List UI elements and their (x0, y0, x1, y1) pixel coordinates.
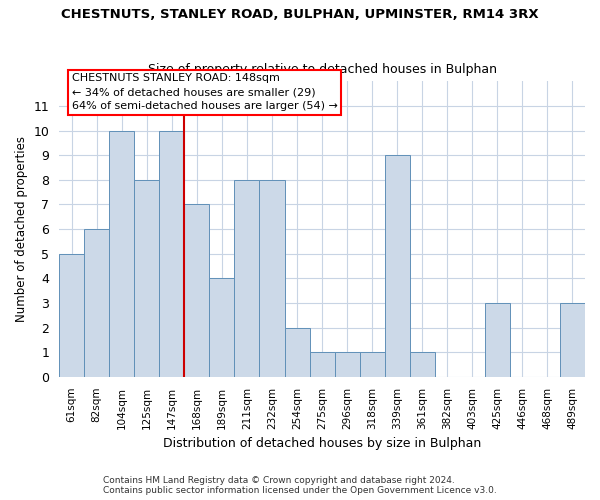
Text: CHESTNUTS, STANLEY ROAD, BULPHAN, UPMINSTER, RM14 3RX: CHESTNUTS, STANLEY ROAD, BULPHAN, UPMINS… (61, 8, 539, 20)
Bar (184, 204, 209, 377)
Bar (335, 352, 359, 377)
Bar (160, 130, 184, 377)
Bar (209, 278, 235, 377)
Bar (259, 180, 284, 377)
Bar (560, 303, 585, 377)
X-axis label: Distribution of detached houses by size in Bulphan: Distribution of detached houses by size … (163, 437, 481, 450)
Bar (385, 155, 410, 377)
Text: Contains HM Land Registry data © Crown copyright and database right 2024.
Contai: Contains HM Land Registry data © Crown c… (103, 476, 497, 495)
Text: CHESTNUTS STANLEY ROAD: 148sqm
← 34% of detached houses are smaller (29)
64% of : CHESTNUTS STANLEY ROAD: 148sqm ← 34% of … (71, 74, 338, 112)
Bar (310, 352, 335, 377)
Title: Size of property relative to detached houses in Bulphan: Size of property relative to detached ho… (148, 63, 497, 76)
Bar (485, 303, 510, 377)
Bar (84, 229, 109, 377)
Bar (284, 328, 310, 377)
Bar (359, 352, 385, 377)
Bar (109, 130, 134, 377)
Bar (59, 254, 84, 377)
Bar (410, 352, 435, 377)
Bar (235, 180, 259, 377)
Bar (134, 180, 160, 377)
Y-axis label: Number of detached properties: Number of detached properties (15, 136, 28, 322)
